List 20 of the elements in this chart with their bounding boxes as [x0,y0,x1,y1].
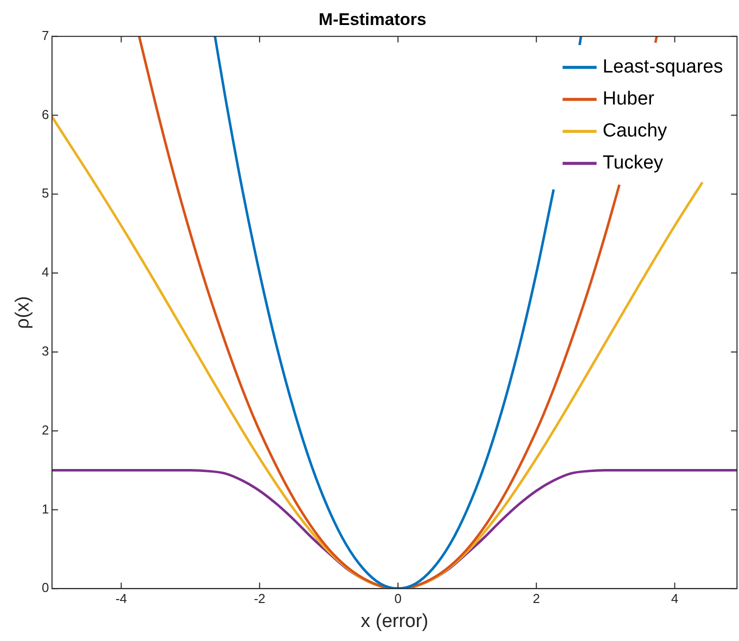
legend-label: Least-squares [602,56,724,78]
legend-label: Cauchy [602,120,668,142]
y-tick-label: 1 [42,501,50,516]
x-axis-title: x (error) [360,610,428,632]
x-tick-label: -2 [254,590,266,606]
y-tick-label: 5 [42,186,50,201]
y-axis-title: ρ(x) [12,296,34,329]
y-tick-label: 0 [42,580,50,596]
x-tick-label: 2 [532,590,540,606]
x-tick-label: 4 [671,590,678,606]
y-tick-label: 6 [42,106,50,122]
legend-label: Tuckey [602,152,664,174]
y-tick-label: 7 [42,28,50,43]
y-tick-label: 4 [42,264,50,280]
y-tick-label: 2 [42,422,50,438]
legend-label: Huber [602,88,656,110]
x-tick-label: -4 [115,590,127,606]
x-tick-label: 0 [394,590,402,606]
chart-title: M-Estimators [318,10,426,29]
y-tick-label: 3 [42,344,50,359]
